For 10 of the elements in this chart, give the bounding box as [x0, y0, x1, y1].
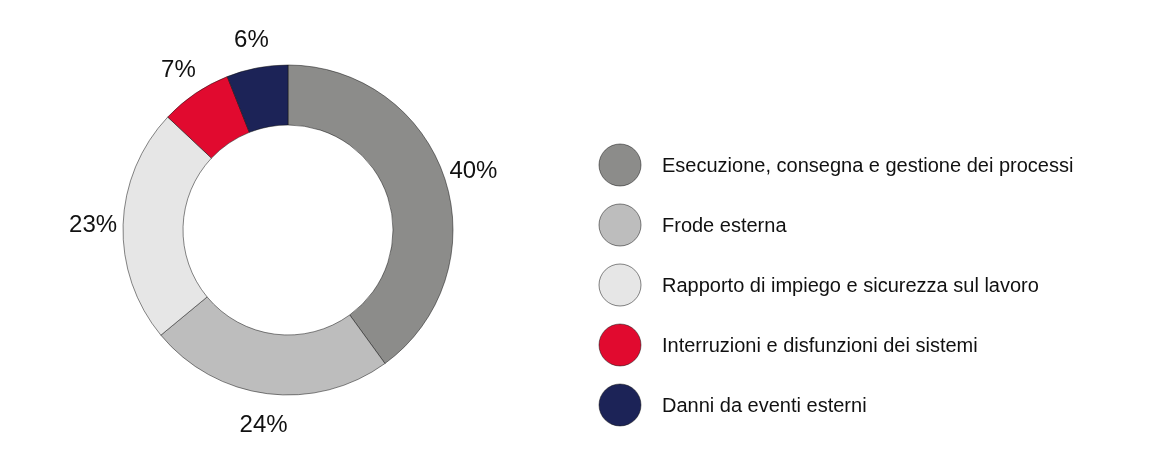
legend-label: Danni da eventi esterni	[662, 393, 867, 417]
legend-label: Rapporto di impiego e sicurezza sul lavoro	[662, 273, 1039, 297]
data-label: 40%	[449, 156, 498, 184]
legend-label: Frode esterna	[662, 213, 787, 237]
legend-label: Interruzioni e disfunzioni dei sistemi	[662, 333, 978, 357]
data-label: 24%	[239, 409, 288, 437]
data-label: 7%	[161, 55, 196, 83]
data-label: 6%	[234, 24, 269, 52]
data-label: 23%	[69, 210, 118, 238]
legend-label: Esecuzione, consegna e gestione dei processi	[662, 153, 1074, 177]
